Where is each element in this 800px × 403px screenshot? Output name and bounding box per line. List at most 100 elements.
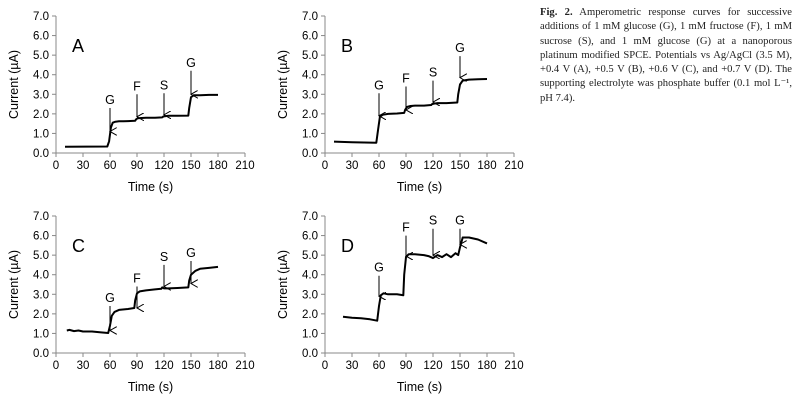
addition-label: F <box>133 271 141 285</box>
series-line <box>64 93 218 148</box>
x-axis-label: Time (s) <box>397 180 442 194</box>
addition-label: G <box>186 246 196 260</box>
addition-label: S <box>160 250 168 264</box>
x-tick-label: 180 <box>208 160 227 172</box>
chart-panel-a: 0.0 1.0 2.0 3.0 4.0 5.0 6.0 7.0 0 30 60 90 120 150 180… <box>7 11 255 194</box>
series-line <box>66 265 219 334</box>
x-tick-label: 180 <box>477 360 496 372</box>
chart-panel-d: 0.0 1.0 2.0 3.0 4.0 5.0 6.0 7.0 0 30 60 90 120 150 180… <box>276 211 524 394</box>
x-tick-label: 150 <box>181 360 200 372</box>
x-tick-label: 0 <box>53 160 59 172</box>
x-tick-label: 90 <box>131 160 144 172</box>
addition-label: G <box>105 291 115 305</box>
y-tick-label: 2.0 <box>33 109 49 121</box>
y-tick-label: 1.0 <box>33 328 49 340</box>
y-tick-label: 4.0 <box>33 270 49 282</box>
panel-letter: A <box>72 36 84 56</box>
x-tick-label: 210 <box>235 360 254 372</box>
x-tick-label: 30 <box>77 160 90 172</box>
y-tick-label: 2.0 <box>302 309 318 321</box>
y-tick-label: 5.0 <box>302 50 318 62</box>
y-tick-label: 3.0 <box>33 289 49 301</box>
addition-label: G <box>455 41 465 55</box>
addition-label: S <box>429 66 437 80</box>
y-tick-label: 5.0 <box>33 50 49 62</box>
addition-label: S <box>429 214 437 228</box>
panel-letter: D <box>341 236 354 256</box>
y-tick-label: 3.0 <box>302 289 318 301</box>
y-tick-label: 1.0 <box>302 328 318 340</box>
x-tick-label: 60 <box>373 360 386 372</box>
series-line <box>333 78 488 144</box>
y-axis-label: Current (µA) <box>7 50 21 119</box>
y-tick-label: 2.0 <box>302 109 318 121</box>
addition-label: G <box>455 214 465 228</box>
y-tick-label: 7.0 <box>33 11 49 23</box>
caption-label: Fig. 2. <box>540 7 573 18</box>
x-axis-label: Time (s) <box>128 380 173 394</box>
y-tick-label: 0.0 <box>33 148 49 160</box>
y-axis-label: Current (µA) <box>7 250 21 319</box>
x-tick-label: 60 <box>373 160 386 172</box>
y-tick-label: 4.0 <box>302 270 318 282</box>
x-tick-label: 0 <box>322 160 328 172</box>
y-tick-label: 6.0 <box>302 31 318 43</box>
addition-label: F <box>402 71 410 85</box>
x-tick-label: 210 <box>504 160 523 172</box>
y-tick-label: 0.0 <box>302 148 318 160</box>
y-tick-label: 3.0 <box>302 89 318 101</box>
addition-label: S <box>160 78 168 92</box>
y-tick-label: 6.0 <box>33 231 49 243</box>
y-tick-label: 3.0 <box>33 89 49 101</box>
y-tick-label: 7.0 <box>33 211 49 223</box>
x-tick-label: 90 <box>400 360 413 372</box>
x-tick-label: 120 <box>423 360 442 372</box>
chart-panel-c: 0.0 1.0 2.0 3.0 4.0 5.0 6.0 7.0 0 30 60 90 120 150 180… <box>7 211 255 394</box>
x-tick-label: 30 <box>346 360 359 372</box>
x-tick-label: 120 <box>154 160 173 172</box>
y-tick-label: 6.0 <box>302 231 318 243</box>
x-tick-label: 90 <box>131 360 144 372</box>
addition-label: G <box>374 261 384 275</box>
x-tick-label: 120 <box>423 160 442 172</box>
x-axis-label: Time (s) <box>397 380 442 394</box>
x-tick-label: 30 <box>77 360 90 372</box>
y-axis-label: Current (µA) <box>276 250 290 319</box>
y-tick-label: 5.0 <box>302 250 318 262</box>
x-tick-label: 150 <box>450 160 469 172</box>
y-tick-label: 1.0 <box>302 128 318 140</box>
addition-label: G <box>186 56 196 70</box>
y-tick-label: 4.0 <box>302 70 318 82</box>
addition-label: F <box>402 221 410 235</box>
x-tick-label: 180 <box>208 360 227 372</box>
x-tick-label: 150 <box>450 360 469 372</box>
x-tick-label: 0 <box>53 360 59 372</box>
caption-text: Amperometric response curves for success… <box>540 7 792 104</box>
panel-letter: C <box>72 236 85 256</box>
y-tick-label: 0.0 <box>33 348 49 360</box>
x-tick-label: 60 <box>104 160 117 172</box>
series-line <box>342 236 488 322</box>
y-tick-label: 5.0 <box>33 250 49 262</box>
addition-label: G <box>374 78 384 92</box>
x-tick-label: 0 <box>322 360 328 372</box>
figure-caption: Fig. 2. Amperometric response curves for… <box>540 6 792 106</box>
panel-letter: B <box>341 36 353 56</box>
x-tick-label: 120 <box>154 360 173 372</box>
y-tick-label: 0.0 <box>302 348 318 360</box>
y-tick-label: 7.0 <box>302 211 318 223</box>
x-tick-label: 60 <box>104 360 117 372</box>
x-axis-label: Time (s) <box>128 180 173 194</box>
y-tick-label: 6.0 <box>33 31 49 43</box>
x-tick-label: 180 <box>477 160 496 172</box>
x-tick-label: 30 <box>346 160 359 172</box>
chart-panel-b: 0.0 1.0 2.0 3.0 4.0 5.0 6.0 7.0 0 30 60 90 120 150 180… <box>276 11 524 194</box>
x-tick-label: 150 <box>181 160 200 172</box>
y-tick-label: 1.0 <box>33 128 49 140</box>
addition-label: F <box>133 79 141 93</box>
x-tick-label: 90 <box>400 160 413 172</box>
y-tick-label: 4.0 <box>33 70 49 82</box>
y-axis-label: Current (µA) <box>276 50 290 119</box>
y-tick-label: 2.0 <box>33 309 49 321</box>
